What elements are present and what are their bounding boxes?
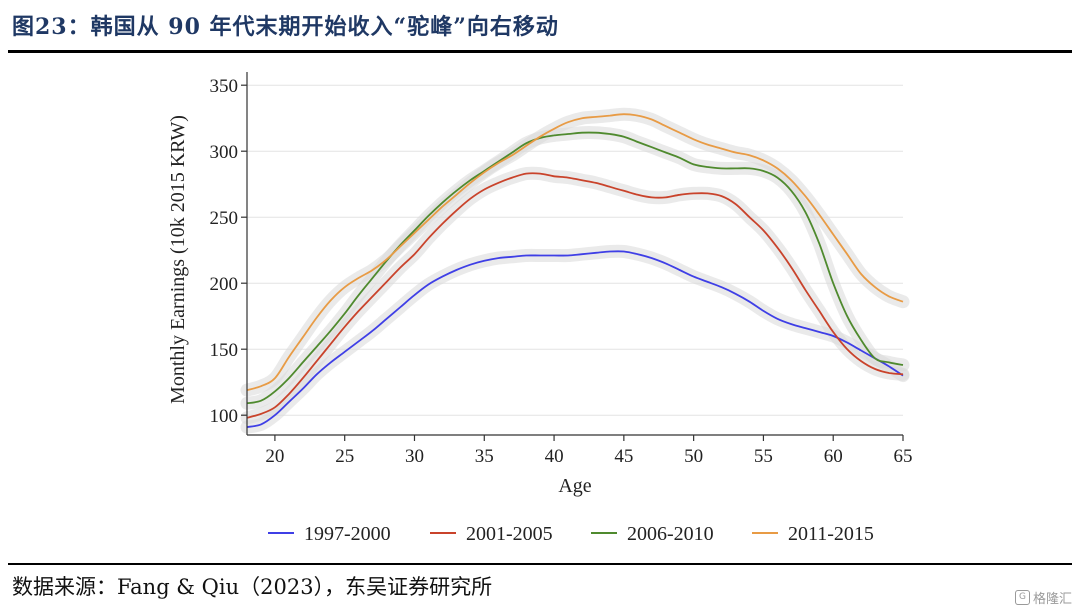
y-tick-label-200: 200	[210, 274, 239, 295]
legend-item-2011-2015: 2011-2015	[752, 523, 874, 545]
earnings-line-chart: 100 150 200 250 300 350 20 25 30 35 40 45 50 55 60 65 A…	[167, 72, 913, 545]
x-tick-label-35: 35	[475, 446, 494, 467]
legend-label-1997-2000: 1997-2000	[304, 523, 391, 545]
legend-label-2006-2010: 2006-2010	[627, 523, 714, 545]
legend-label-2001-2005: 2001-2005	[466, 523, 553, 545]
x-tick-label-30: 30	[405, 446, 424, 467]
x-tick-label-40: 40	[545, 446, 564, 467]
y-tick-label-250: 250	[210, 208, 239, 229]
legend-item-2001-2005: 2001-2005	[430, 523, 553, 545]
figure-title-bar: 图23：韩国从 90 年代末期开始收入“驼峰”向右移动	[0, 0, 1080, 50]
x-tick-label-50: 50	[684, 446, 703, 467]
x-axis-title: Age	[558, 475, 591, 497]
series-line-2006-2010	[246, 131, 904, 405]
x-tick-label-55: 55	[754, 446, 773, 467]
top-rule	[8, 50, 1072, 53]
y-tick-label-150: 150	[210, 340, 239, 361]
x-tick-label-25: 25	[335, 446, 354, 467]
x-tick-label-45: 45	[614, 446, 633, 467]
figure-title: 图23：韩国从 90 年代末期开始收入“驼峰”向右移动	[12, 14, 559, 40]
bottom-rule	[8, 563, 1072, 565]
x-tick-label-60: 60	[824, 446, 843, 467]
y-tick-label-300: 300	[210, 142, 239, 163]
confidence-band-layer	[240, 107, 910, 434]
watermark-logo-icon: G	[1014, 590, 1030, 605]
legend-item-1997-2000: 1997-2000	[268, 523, 391, 545]
y-axis-title: Monthly Earnings (10k 2015 KRW)	[167, 115, 189, 404]
axis-layer: 100 150 200 250 300 350 20 25 30 35 40 45 50 55 60 65	[210, 72, 913, 467]
watermark-text: 格隆汇	[1032, 592, 1072, 607]
x-tick-label-65: 65	[894, 446, 913, 467]
y-tick-label-350: 350	[210, 76, 239, 97]
watermark: G 格隆汇	[1014, 588, 1072, 607]
x-tick-label-20: 20	[265, 446, 284, 467]
y-tick-label-100: 100	[210, 406, 239, 427]
legend-label-2011-2015: 2011-2015	[788, 523, 874, 545]
series-line-layer	[246, 113, 904, 428]
series-line-2011-2015	[246, 113, 904, 391]
legend-item-2006-2010: 2006-2010	[591, 523, 714, 545]
source-note: 数据来源：Fang & Qiu（2023），东吴证券研究所	[12, 575, 493, 599]
legend: 1997-2000 2001-2005 2006-2010 2011-2015	[268, 523, 874, 545]
series-line-2001-2005	[246, 172, 904, 419]
series-line-1997-2000	[246, 250, 904, 428]
